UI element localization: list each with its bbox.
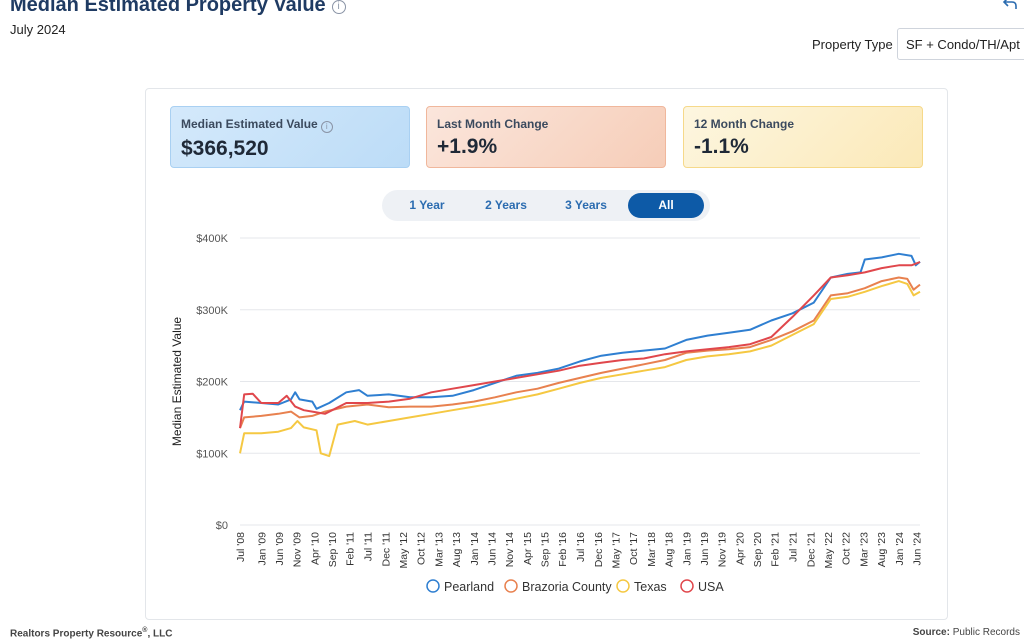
page-title: Median Estimated Property Value i <box>10 0 346 17</box>
x-tick-label: Jan '19 <box>681 532 693 566</box>
property-type-label: Property Type <box>812 37 893 52</box>
share-icon[interactable] <box>1002 0 1018 10</box>
x-tick-label: Jan '24 <box>894 532 906 566</box>
x-tick-label: Dec '11 <box>380 532 392 567</box>
page-subtitle: July 2024 <box>10 22 66 37</box>
x-tick-label: Jul '16 <box>575 532 587 562</box>
y-tick-label: $400K <box>196 233 228 245</box>
page-title-text: Median Estimated Property Value <box>10 0 326 16</box>
info-icon[interactable]: i <box>320 121 333 133</box>
median-value-card: Median Estimated Value i $366,520 <box>170 106 410 168</box>
chart-panel <box>145 88 948 620</box>
x-tick-label: Apr '10 <box>309 532 321 565</box>
line-chart: $0 $100K $200K $300K $400K Median Estimated V… <box>170 233 924 594</box>
median-value-card-label-row: Median Estimated Value i <box>181 117 399 133</box>
footer-source-value: Public Records <box>952 627 1020 638</box>
footer-attribution-name: Realtors Property Resource <box>10 628 143 640</box>
median-value-card-value: $366,520 <box>181 137 269 160</box>
x-tick-label: Jan '09 <box>256 532 268 566</box>
x-tick-label: Apr '20 <box>734 532 746 565</box>
twelve-month-change-card: 12 Month Change -1.1% <box>683 106 923 168</box>
legend-marker <box>504 579 518 593</box>
x-tick-label: Oct '17 <box>628 532 640 565</box>
x-tick-label: Jul '08 <box>235 532 247 562</box>
tab-1-year[interactable]: 1 Year <box>409 198 445 212</box>
x-tick-label: Dec '21 <box>805 532 817 567</box>
x-tick-label: Sep '10 <box>327 532 339 567</box>
x-tick-label: Aug '23 <box>876 532 888 567</box>
y-tick-label: $300K <box>196 305 228 317</box>
legend-marker <box>426 579 440 593</box>
x-tick-label: Jan '14 <box>469 532 481 566</box>
legend-item: Brazoria County <box>522 580 612 594</box>
last-month-change-card-value: +1.9% <box>437 135 498 158</box>
x-tick-label: Nov '14 <box>504 532 516 567</box>
x-tick-label: May '22 <box>823 532 835 569</box>
tab-3-years[interactable]: 3 Years <box>565 198 607 212</box>
legend-marker <box>680 579 694 593</box>
x-tick-label: Aug '13 <box>451 532 463 567</box>
property-type-select[interactable]: SF + Condo/TH/Apt <box>897 28 1024 60</box>
twelve-month-change-card-label: 12 Month Change <box>694 117 795 131</box>
x-tick-label: Feb '21 <box>770 532 782 567</box>
x-tick-label: Oct '12 <box>416 532 428 565</box>
y-tick-label: $100K <box>196 448 228 460</box>
x-tick-label: Oct '22 <box>841 532 853 565</box>
tab-all[interactable]: All <box>628 193 704 218</box>
x-tick-label: Sep '20 <box>752 532 764 567</box>
series-line-brazoria-county <box>239 276 921 429</box>
x-tick-label: May '17 <box>610 532 622 569</box>
legend-item: Pearland <box>444 580 494 594</box>
time-range-tabs: 1 Year 2 Years 3 Years All <box>382 190 710 221</box>
series-line-pearland <box>239 252 921 411</box>
footer-attribution: Realtors Property Resource®, LLC <box>10 627 172 639</box>
x-tick-label: Mar '13 <box>433 532 445 567</box>
y-tick-label: $0 <box>216 520 228 532</box>
median-value-card-label: Median Estimated Value <box>181 117 318 131</box>
last-month-change-card-label: Last Month Change <box>437 117 549 131</box>
footer-source: Source: Public Records <box>913 627 1020 638</box>
last-month-change-card: Last Month Change +1.9% <box>426 106 666 168</box>
x-tick-label: Jun '09 <box>274 532 286 566</box>
info-icon[interactable]: i <box>331 0 346 14</box>
y-tick-label: $200K <box>196 377 228 389</box>
series-line-usa <box>239 261 921 429</box>
x-tick-label: Mar '23 <box>858 532 870 567</box>
series-line-texas <box>239 280 921 458</box>
x-tick-label: Feb '16 <box>557 532 569 567</box>
x-tick-label: Jun '19 <box>699 532 711 566</box>
x-tick-label: Aug '18 <box>663 532 675 567</box>
footer-attribution-mark: ® <box>142 627 148 634</box>
footer-source-label: Source: <box>912 627 950 638</box>
x-tick-label: Nov '09 <box>292 532 304 567</box>
x-tick-label: May '12 <box>398 532 410 569</box>
legend-item: USA <box>698 580 724 594</box>
x-tick-label: Feb '11 <box>345 532 357 566</box>
x-tick-label: Sep '15 <box>540 532 552 567</box>
footer-attribution-suffix: , LLC <box>147 628 173 640</box>
tab-2-years[interactable]: 2 Years <box>485 198 527 212</box>
x-tick-label: Jun '14 <box>487 532 499 566</box>
x-tick-label: Jun '24 <box>912 532 924 566</box>
legend-item: Texas <box>634 580 667 594</box>
x-tick-label: Jul '21 <box>788 532 800 562</box>
x-tick-label: Apr '15 <box>522 532 534 565</box>
twelve-month-change-card-value: -1.1% <box>694 135 749 158</box>
x-tick-label: Dec '16 <box>593 532 605 567</box>
y-axis-title: Median Estimated Value <box>170 317 184 447</box>
x-tick-label: Mar '18 <box>646 532 658 567</box>
x-tick-label: Jul '11 <box>363 532 375 561</box>
x-tick-label: Nov '19 <box>717 532 729 567</box>
legend-marker <box>616 579 630 593</box>
